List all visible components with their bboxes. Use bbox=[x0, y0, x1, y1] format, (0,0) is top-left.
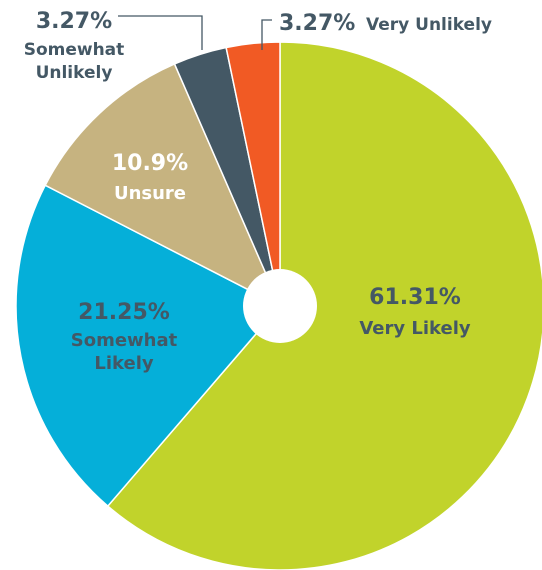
label-somewhat-likely-line1: Somewhat bbox=[71, 330, 178, 351]
leader-line-very-unlikely bbox=[261, 19, 272, 50]
pie-slice-very-unlikely bbox=[225, 41, 281, 307]
leader-line-somewhat-unlikely bbox=[118, 15, 203, 50]
pct-label-unsure: 10.9% bbox=[112, 151, 188, 176]
label-somewhat-likely-line2: Likely bbox=[94, 353, 154, 374]
center-hole bbox=[243, 269, 317, 343]
pie-slices bbox=[15, 41, 542, 570]
label-very-unlikely: Very Unlikely bbox=[366, 15, 492, 35]
label-unsure: Unsure bbox=[114, 183, 186, 204]
pct-label-very-unlikely: 3.27% bbox=[279, 11, 355, 36]
pct-label-very-likely: 61.31% bbox=[369, 285, 461, 310]
label-somewhat-unlikely-line2: Unlikely bbox=[36, 63, 113, 83]
pct-label-somewhat-unlikely: 3.27% bbox=[36, 9, 112, 34]
label-somewhat-unlikely-line1: Somewhat bbox=[24, 40, 125, 60]
pct-label-somewhat-likely: 21.25% bbox=[78, 300, 170, 325]
label-very-likely: Very Likely bbox=[359, 318, 471, 339]
pie-slice-unsure bbox=[44, 62, 282, 308]
pie-slice-very-likely bbox=[106, 41, 542, 570]
pie-slice-somewhat-likely bbox=[15, 184, 282, 508]
